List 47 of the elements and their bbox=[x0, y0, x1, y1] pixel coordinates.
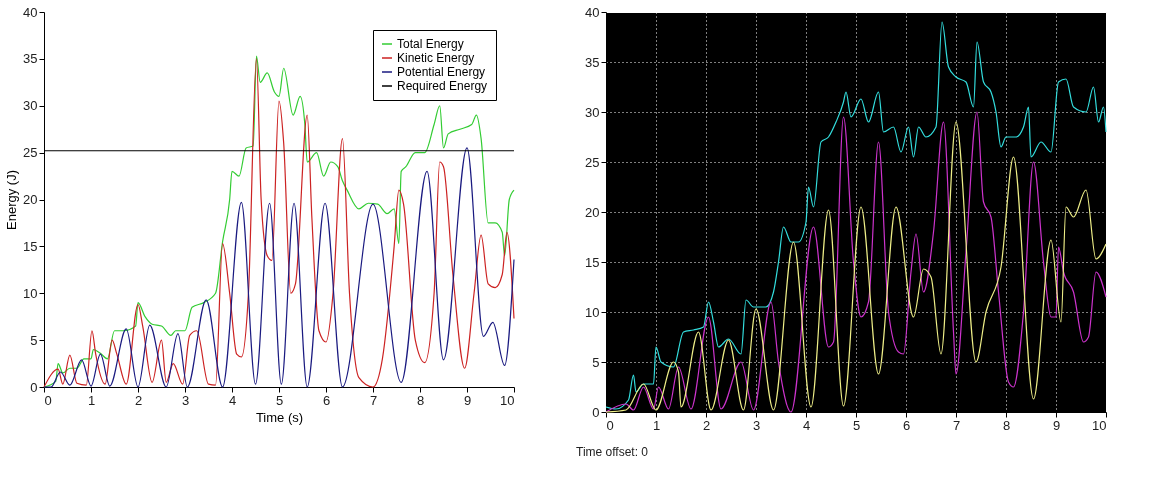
y-tick-label: 30 bbox=[585, 104, 600, 120]
x-tick-label: 0 bbox=[44, 392, 52, 408]
x-tick-label: 4 bbox=[228, 392, 237, 408]
legend-label: Required Energy bbox=[397, 79, 488, 93]
x-tick-label: 3 bbox=[181, 392, 190, 408]
y-tick-label: 35 bbox=[585, 54, 600, 70]
y-tick-label: 25 bbox=[585, 154, 600, 170]
y-tick-label: 40 bbox=[23, 4, 38, 20]
x-tick-label: 6 bbox=[322, 392, 331, 408]
x-tick-label: 5 bbox=[275, 392, 284, 408]
x-tick-label: 7 bbox=[952, 417, 961, 433]
y-tick-label: 15 bbox=[585, 254, 600, 270]
legend-label: Total Energy bbox=[397, 37, 464, 51]
legend-label: Potential Energy bbox=[397, 65, 486, 79]
y-tick-label: 35 bbox=[23, 51, 38, 67]
x-tick-label: 7 bbox=[369, 392, 378, 408]
x-tick-label: 4 bbox=[802, 417, 811, 433]
text: Time offset: 0 bbox=[576, 445, 649, 459]
y-tick-label: 20 bbox=[585, 204, 600, 220]
x-tick-label: 9 bbox=[1052, 417, 1061, 433]
y-tick-label: 5 bbox=[592, 354, 600, 370]
y-tick-label: 15 bbox=[23, 238, 38, 254]
x-tick-label: 5 bbox=[852, 417, 861, 433]
x-tick-label: 1 bbox=[652, 417, 661, 433]
x-tick-label: 8 bbox=[1002, 417, 1011, 433]
x-tick-label: 0 bbox=[606, 417, 614, 433]
x-tick-label: 10 bbox=[500, 392, 515, 408]
y-tick-label: 30 bbox=[23, 98, 38, 114]
x-tick-label: 10 bbox=[1092, 417, 1107, 433]
y-tick-label: 5 bbox=[30, 332, 38, 348]
y-tick-label: 40 bbox=[585, 4, 600, 20]
x-tick-label: 1 bbox=[87, 392, 96, 408]
y-axis-title: Energy (J) bbox=[4, 170, 20, 230]
y-tick-label: 10 bbox=[23, 285, 38, 301]
x-tick-label: 3 bbox=[752, 417, 761, 433]
x-axis-title: Time (s) bbox=[255, 409, 304, 425]
y-tick-label: 0 bbox=[592, 404, 600, 420]
x-tick-label: 9 bbox=[463, 392, 472, 408]
x-tick-label: 8 bbox=[416, 392, 425, 408]
y-tick-label: 25 bbox=[23, 145, 38, 161]
y-tick-label: 20 bbox=[23, 192, 38, 207]
x-tick-label: 6 bbox=[902, 417, 911, 433]
y-tick-label: 10 bbox=[585, 304, 600, 320]
x-tick-label: 2 bbox=[702, 417, 711, 433]
legend-label: Kinetic Energy bbox=[397, 51, 475, 65]
y-tick-label: 0 bbox=[30, 379, 38, 395]
x-tick-label: 2 bbox=[134, 392, 143, 408]
